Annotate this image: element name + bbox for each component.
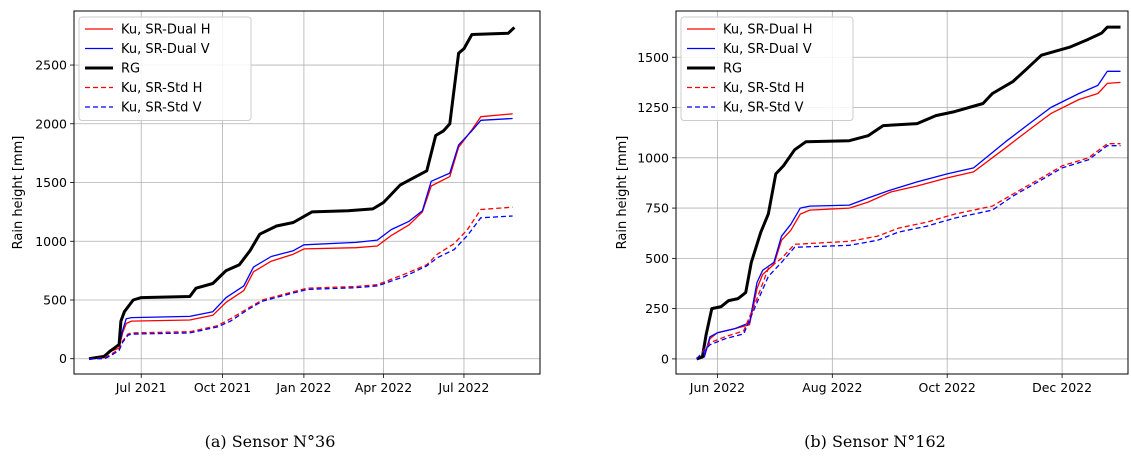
legend-label: RG: [723, 62, 742, 77]
chart-panel-0: 0 500 1000 1500 2000 2500 Jul 2021 Oct 2021 Jan …: [11, 11, 540, 451]
legend-label: Ku, SR-Std H: [723, 81, 804, 96]
x-tick-label: Oct 2021: [194, 380, 251, 395]
legend-label: Ku, SR-Std V: [723, 101, 804, 116]
legend-label: Ku, SR-Std V: [121, 101, 202, 116]
legend-label: RG: [121, 62, 140, 77]
series-line-4: [697, 146, 1121, 359]
legend-label: Ku, SR-Dual H: [723, 23, 813, 38]
x-tick-label: Apr 2022: [355, 380, 412, 395]
figure-caption: (a) Sensor N°36: [205, 432, 336, 451]
y-tick-label: 1500: [637, 50, 669, 65]
figure-caption: (b) Sensor N°162: [804, 432, 946, 451]
y-axis-label: Rain height [mm]: [11, 136, 26, 250]
x-tick-label: Jan 2022: [275, 380, 331, 395]
x-tick-label: Jun 2022: [689, 380, 745, 395]
y-tick-label: 2500: [35, 58, 67, 73]
legend-label: Ku, SR-Dual V: [121, 42, 210, 57]
y-tick-label: 250: [645, 301, 669, 316]
y-tick-label: 1500: [35, 175, 67, 190]
x-tick-label: Jul 2021: [115, 380, 167, 395]
y-tick-label: 500: [43, 292, 67, 307]
legend-label: Ku, SR-Dual H: [121, 23, 211, 38]
series-line-3: [697, 144, 1121, 359]
y-tick-label: 1000: [637, 150, 669, 165]
y-tick-label: 1250: [637, 100, 669, 115]
y-tick-label: 1000: [35, 234, 67, 249]
y-tick-label: 0: [661, 351, 669, 366]
y-axis-label: Rain height [mm]: [615, 136, 630, 250]
y-tick-label: 750: [645, 201, 669, 216]
y-tick-label: 2000: [35, 116, 67, 131]
legend-label: Ku, SR-Std H: [121, 81, 202, 96]
series-line-3: [89, 207, 513, 359]
series-line-4: [89, 216, 513, 359]
x-tick-label: Oct 2022: [918, 380, 975, 395]
chart-panel-1: 0 250 500 750 1000 1250 1500 Jun 2022 Aug 2022 Oc…: [615, 11, 1128, 451]
legend-label: Ku, SR-Dual V: [723, 42, 812, 57]
x-tick-label: Aug 2022: [802, 380, 862, 395]
y-tick-label: 0: [59, 351, 67, 366]
series-line-1: [89, 119, 513, 359]
x-tick-label: Dec 2022: [1032, 380, 1092, 395]
x-tick-label: Jul 2022: [438, 380, 490, 395]
series-line-0: [89, 114, 513, 359]
y-tick-label: 500: [645, 251, 669, 266]
